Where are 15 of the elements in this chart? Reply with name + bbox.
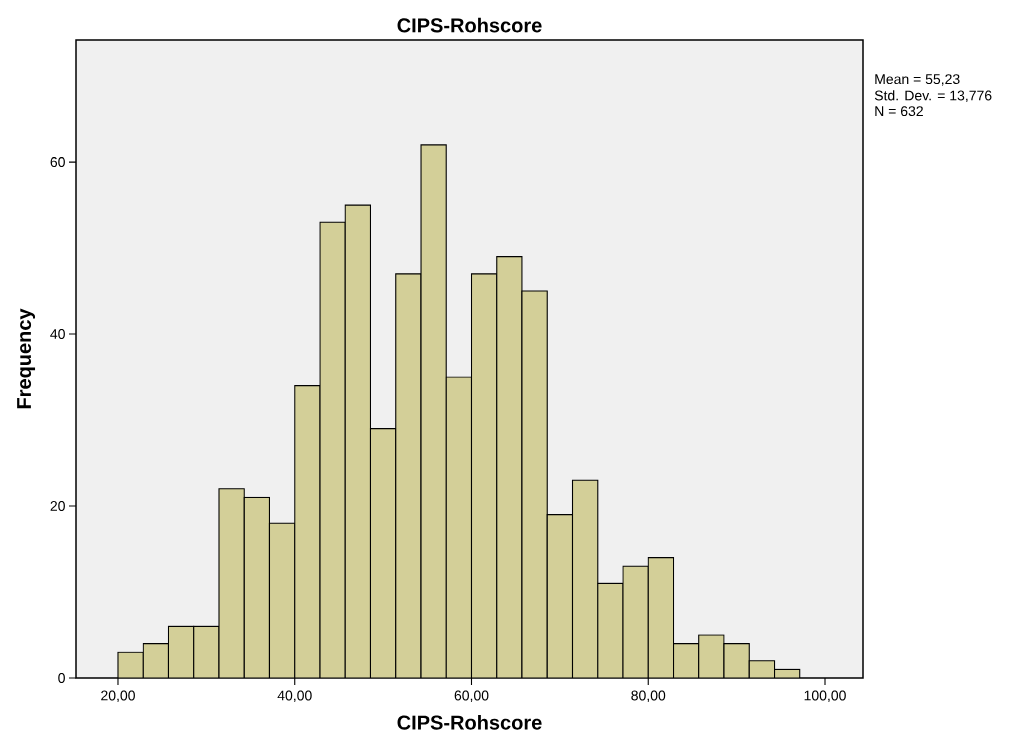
- y-tick-label: 0: [58, 673, 65, 683]
- y-tick-label: 20: [50, 501, 65, 511]
- x-tick-label: 40,00: [277, 690, 312, 703]
- y-tick-label: 40: [50, 329, 65, 340]
- x-tick-label: 20,00: [101, 690, 135, 703]
- text: N = 632: [875, 106, 923, 117]
- text: Mean = 55,23: [875, 74, 960, 86]
- text: Std. Dev. = 13,776: [874, 90, 992, 103]
- x-tick-label: 100,00: [804, 690, 846, 703]
- chart-title: CIPS-Rohscore: [397, 17, 542, 33]
- x-tick-label: 60,00: [454, 690, 489, 703]
- y-axis-title: Frequency: [17, 308, 36, 409]
- x-tick-label: 80,00: [631, 690, 666, 703]
- y-tick-label: 60: [50, 157, 65, 168]
- x-axis-title: CIPS-Rohscore: [397, 714, 542, 730]
